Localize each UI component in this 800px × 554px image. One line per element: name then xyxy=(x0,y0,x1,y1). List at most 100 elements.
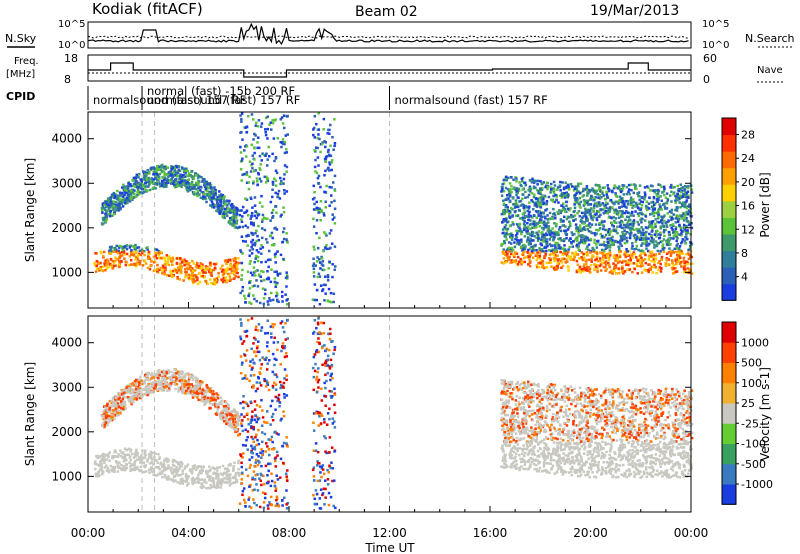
data-cell xyxy=(239,250,243,254)
data-cell xyxy=(673,247,677,251)
data-cell xyxy=(601,234,604,238)
data-cell xyxy=(662,193,666,197)
data-cell xyxy=(327,267,330,270)
data-cell xyxy=(622,204,626,208)
data-cell xyxy=(164,167,168,171)
data-cell xyxy=(669,254,673,257)
data-cell xyxy=(114,209,117,212)
data-cell xyxy=(282,237,286,241)
data-cell xyxy=(250,231,253,235)
data-cell xyxy=(627,218,631,222)
data-cell xyxy=(196,278,199,282)
data-cell xyxy=(653,263,656,267)
data-cell xyxy=(675,235,679,239)
data-cell xyxy=(181,258,185,262)
data-cell xyxy=(169,478,172,481)
data-cell xyxy=(135,186,139,189)
data-cell xyxy=(557,243,561,247)
data-cell xyxy=(187,186,191,190)
data-cell xyxy=(539,211,543,214)
data-cell xyxy=(268,297,271,300)
data-cell xyxy=(688,203,691,206)
data-cell xyxy=(94,270,98,273)
data-cell xyxy=(193,280,197,283)
data-cell xyxy=(241,252,244,255)
data-cell xyxy=(205,185,209,189)
data-cell xyxy=(172,468,176,471)
data-cell xyxy=(567,226,571,229)
data-cell xyxy=(594,196,597,199)
data-cell xyxy=(502,199,505,203)
data-cell xyxy=(120,191,124,195)
data-cell xyxy=(633,187,637,190)
data-cell xyxy=(526,238,530,242)
data-cell xyxy=(330,159,334,162)
data-cell xyxy=(176,277,179,280)
data-cell xyxy=(122,251,126,254)
data-cell xyxy=(208,183,211,186)
data-cell xyxy=(545,200,549,203)
data-cell xyxy=(330,186,333,189)
data-cell xyxy=(520,261,523,264)
data-cell xyxy=(567,215,571,219)
data-cell xyxy=(614,208,618,212)
data-cell xyxy=(547,228,551,231)
data-cell xyxy=(573,187,577,191)
data-cell xyxy=(597,184,600,187)
data-cell xyxy=(170,173,173,176)
data-cell xyxy=(221,280,225,284)
data-cell xyxy=(557,201,560,204)
data-cell xyxy=(583,263,586,266)
data-cell xyxy=(155,169,159,172)
data-cell xyxy=(542,223,546,226)
data-cell xyxy=(557,262,561,265)
data-cell xyxy=(597,228,601,232)
data-cell xyxy=(266,158,269,161)
data-cell xyxy=(690,221,693,225)
data-cell xyxy=(559,194,562,197)
data-cell xyxy=(149,167,153,170)
data-cell xyxy=(264,238,268,241)
data-cell xyxy=(527,255,530,258)
velocity-data xyxy=(93,316,694,512)
data-cell xyxy=(559,211,563,214)
data-cell xyxy=(283,151,287,155)
data-cell xyxy=(173,168,176,172)
data-cell xyxy=(508,212,511,216)
data-cell xyxy=(608,233,611,237)
data-cell xyxy=(256,141,259,144)
data-cell xyxy=(141,250,144,253)
data-cell xyxy=(673,230,676,233)
data-cell xyxy=(266,241,269,244)
data-cell xyxy=(279,140,282,144)
data-cell xyxy=(520,259,523,263)
data-cell xyxy=(617,250,621,254)
data-cell xyxy=(621,270,625,273)
data-cell xyxy=(589,237,592,241)
data-cell xyxy=(148,455,151,459)
data-cell xyxy=(684,216,688,220)
data-cell xyxy=(235,222,239,225)
data-cell xyxy=(584,235,588,239)
data-cell xyxy=(116,189,119,193)
data-cell xyxy=(619,210,622,213)
data-cell xyxy=(276,272,280,276)
data-cell xyxy=(154,251,158,255)
data-cell xyxy=(604,256,608,260)
data-cell xyxy=(312,271,316,274)
data-cell xyxy=(312,128,315,131)
data-cell xyxy=(528,190,532,193)
data-cell xyxy=(202,276,206,279)
data-cell xyxy=(570,213,573,217)
data-cell xyxy=(117,207,120,211)
data-cell xyxy=(185,169,188,173)
data-cell xyxy=(625,209,628,213)
data-cell xyxy=(104,220,108,223)
data-cell xyxy=(635,262,638,266)
data-cell xyxy=(535,225,538,229)
data-cell xyxy=(652,211,656,214)
data-cell xyxy=(314,264,318,267)
data-cell xyxy=(187,172,191,175)
data-cell xyxy=(537,204,541,208)
data-cell xyxy=(114,200,118,204)
